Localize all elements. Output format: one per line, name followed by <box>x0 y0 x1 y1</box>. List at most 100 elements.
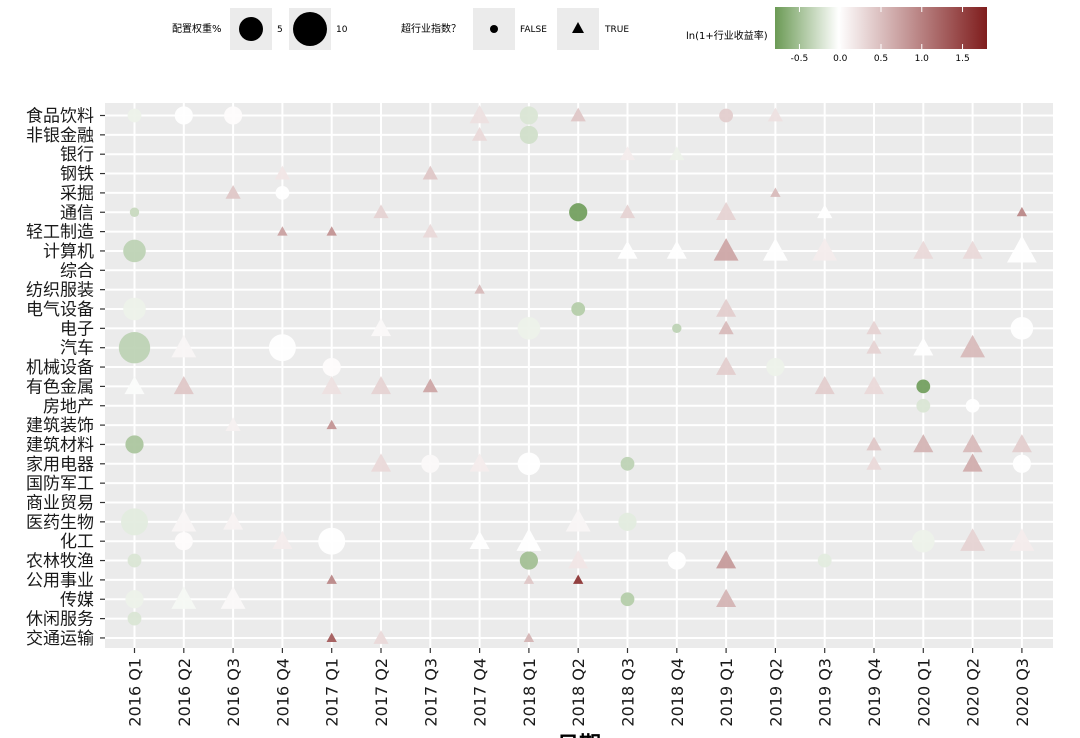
y-tick-label: 家用电器 <box>26 455 94 475</box>
x-tick-label: 2017 Q1 <box>323 658 342 727</box>
data-point-triangle <box>1016 206 1028 217</box>
data-point-triangle <box>716 550 737 569</box>
y-tick-label: 休闲服务 <box>26 610 94 630</box>
legend-color-tick-label: 1.0 <box>915 54 930 64</box>
data-point-triangle <box>619 146 636 161</box>
data-point-triangle <box>718 320 734 335</box>
x-axis-title: 日期 <box>557 733 601 738</box>
data-point-triangle <box>913 240 934 259</box>
legend-shape-label-true: TRUE <box>604 25 629 35</box>
data-point-circle <box>125 435 144 454</box>
y-tick-label: 建筑材料 <box>26 435 94 455</box>
y-tick-label: 计算机 <box>43 242 94 262</box>
legend-color-tick-label: -0.5 <box>791 54 809 64</box>
data-point-circle <box>571 302 586 316</box>
data-point-triangle <box>370 317 392 337</box>
data-point-triangle <box>326 632 337 642</box>
data-point-circle <box>965 398 980 413</box>
legend-color-bar <box>775 7 987 49</box>
y-tick-label: 食品饮料 <box>26 107 94 127</box>
data-point-circle <box>620 456 635 471</box>
x-tick-label: 2016 Q2 <box>175 658 194 727</box>
y-tick-label: 电气设备 <box>26 300 94 320</box>
data-point-triangle <box>171 586 197 609</box>
data-point-circle <box>268 334 296 362</box>
data-point-triangle <box>220 586 246 609</box>
data-point-triangle <box>814 376 835 395</box>
legend-shape-title: 超行业指数？ <box>401 22 461 35</box>
data-point-triangle <box>812 238 838 261</box>
y-tick-label: 轻工制造 <box>26 223 94 243</box>
legend-size-label-5: 5 <box>277 25 283 35</box>
data-point-circle <box>912 529 935 553</box>
y-tick-label: 建筑装饰 <box>26 416 94 436</box>
data-point-circle <box>618 512 637 531</box>
x-tick-label: 2016 Q4 <box>273 658 292 727</box>
data-point-circle <box>275 186 290 200</box>
y-tick-label: 医药生物 <box>26 513 94 533</box>
data-point-circle <box>121 508 148 536</box>
data-point-circle <box>322 357 341 377</box>
data-point-triangle <box>713 238 739 261</box>
data-point-triangle <box>321 376 342 395</box>
data-point-circle <box>1010 317 1034 340</box>
y-tick-label: 电子 <box>60 319 94 339</box>
data-point-circle <box>125 590 144 609</box>
y-tick-label: 公用事业 <box>26 571 94 591</box>
data-point-triangle <box>422 165 438 180</box>
data-point-circle <box>129 207 140 217</box>
legend-size: 配置权重% 5 10 <box>172 8 348 50</box>
data-point-triangle <box>171 334 197 358</box>
legend-shape: 超行业指数？ FALSE TRUE <box>401 8 629 50</box>
data-point-circle <box>174 532 193 551</box>
data-point-circle <box>1012 454 1031 473</box>
data-point-triangle <box>770 187 781 197</box>
y-tick-label: 钢铁 <box>60 165 94 185</box>
x-tick-label: 2018 Q2 <box>569 658 588 727</box>
data-point-triangle <box>472 126 488 141</box>
y-tick-label: 机械设备 <box>26 358 94 378</box>
y-tick-label: 化工 <box>60 532 94 552</box>
data-point-circle <box>916 379 931 394</box>
data-point-triangle <box>474 284 485 294</box>
data-point-triangle <box>962 453 983 472</box>
data-point-circle <box>916 398 931 413</box>
data-point-triangle <box>1011 434 1032 453</box>
data-point-triangle <box>225 417 241 431</box>
y-tick-label: 有色金属 <box>26 377 94 397</box>
y-tick-label: 传媒 <box>60 590 94 610</box>
x-tick-label: 2019 Q4 <box>865 658 884 727</box>
data-point-triangle <box>422 378 438 393</box>
y-tick-label: 综合 <box>60 261 94 281</box>
data-point-triangle <box>223 511 244 530</box>
y-tick-label: 商业贸易 <box>26 494 94 514</box>
y-tick-label: 汽车 <box>60 339 94 359</box>
x-tick-label: 2019 Q3 <box>816 658 835 727</box>
legend-size-key-small <box>239 17 263 41</box>
data-point-circle <box>118 332 151 364</box>
y-tick-label: 纺织服装 <box>26 281 94 301</box>
x-tick-label: 2016 Q3 <box>224 658 243 727</box>
data-point-triangle <box>716 298 737 317</box>
legend-color-title: ln(1+行业收益率) <box>686 29 768 42</box>
x-tick-label: 2017 Q4 <box>471 658 490 727</box>
data-point-triangle <box>913 434 934 453</box>
y-tick-label: 交通运输 <box>26 629 94 649</box>
y-tick-label: 国防军工 <box>26 474 94 494</box>
legend-shape-circle-icon <box>490 25 498 33</box>
data-point-triangle <box>716 201 737 221</box>
x-tick-label: 2020 Q1 <box>914 658 933 727</box>
data-point-circle <box>127 611 142 626</box>
x-tick-label: 2016 Q1 <box>126 658 145 727</box>
data-points <box>118 105 1037 644</box>
data-point-circle <box>620 592 635 607</box>
legend-size-label-10: 10 <box>336 25 348 35</box>
data-point-triangle <box>767 107 783 122</box>
x-tick-label: 2019 Q1 <box>717 658 736 727</box>
data-point-triangle <box>1007 235 1037 263</box>
data-point-triangle <box>669 146 685 161</box>
data-point-triangle <box>277 226 288 236</box>
legend-color: ln(1+行业收益率) -0.5 0.0 0.5 1.0 1.5 <box>686 7 987 64</box>
data-point-circle <box>667 551 686 570</box>
